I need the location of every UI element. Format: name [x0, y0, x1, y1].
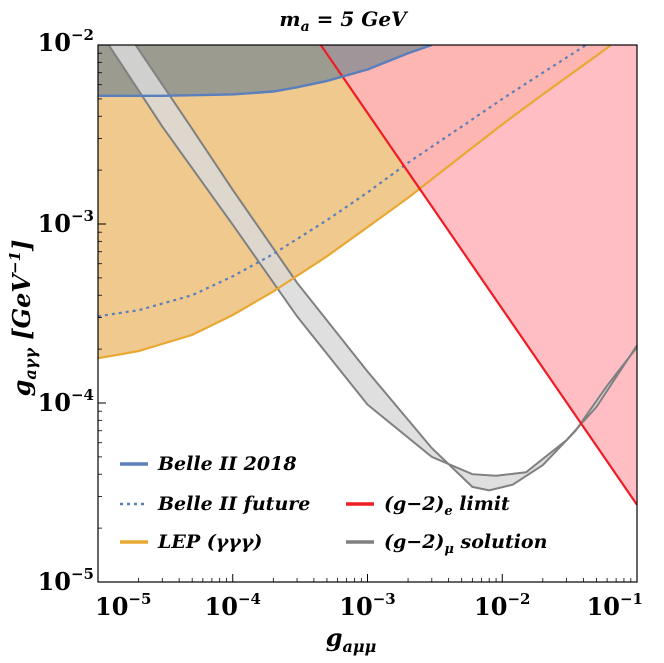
g2mu-solution-band	[108, 45, 637, 491]
legend-item-belle2-future: Belle II future	[120, 493, 310, 515]
g2mu-band-lower-line	[134, 45, 637, 492]
y-tick-label: 10−5	[38, 565, 94, 596]
y-axis-label: gaγγ [GeV−1]	[6, 240, 40, 397]
legend-item-belle2-2018: Belle II 2018	[120, 453, 297, 475]
legend-item-lep: LEP (γγγ)	[120, 531, 262, 553]
lep-boundary-line	[98, 45, 612, 360]
y-tick-label: 10−2	[38, 26, 94, 57]
g2e-limit-line	[319, 45, 637, 506]
plot-area	[98, 45, 637, 506]
x-axis-label: gaμμ	[326, 623, 377, 656]
y-tick-label: 10−3	[38, 207, 94, 238]
belle2-2018-line	[98, 45, 433, 98]
legend-label: Belle II 2018	[157, 453, 297, 475]
legend-label: LEP (γγγ)	[157, 531, 262, 553]
belle2-2018-excluded-region	[98, 45, 432, 96]
title-subscript: a	[301, 19, 310, 35]
x-tick-label: 10−5	[95, 590, 151, 621]
x-tick-label: 10−2	[474, 590, 530, 621]
y-tick-label: 10−4	[38, 386, 94, 417]
x-tick-label: 10−4	[205, 590, 261, 621]
belle2-future-line	[98, 45, 587, 318]
chart-title: ma = 5 GeV	[279, 7, 409, 35]
legend-label: (g−2)μ solution	[384, 531, 547, 557]
title-rest: = 5 GeV	[310, 7, 409, 31]
legend-item-g2mu-solution: (g−2)μ solution	[346, 531, 547, 557]
legend-label: Belle II future	[157, 493, 310, 515]
y-axis: 10−5 10−4 10−3 10−2	[38, 26, 106, 596]
legend-label: (g−2)e limit	[384, 493, 510, 519]
x-tick-label: 10−1	[587, 590, 643, 621]
legend: Belle II 2018 Belle II future (g−2)e limit…	[120, 453, 547, 557]
x-axis: 10−5 10−4 10−3 10−2 10−1	[95, 574, 643, 621]
legend-item-g2e-limit: (g−2)e limit	[346, 493, 510, 519]
x-tick-label: 10−3	[339, 590, 395, 621]
